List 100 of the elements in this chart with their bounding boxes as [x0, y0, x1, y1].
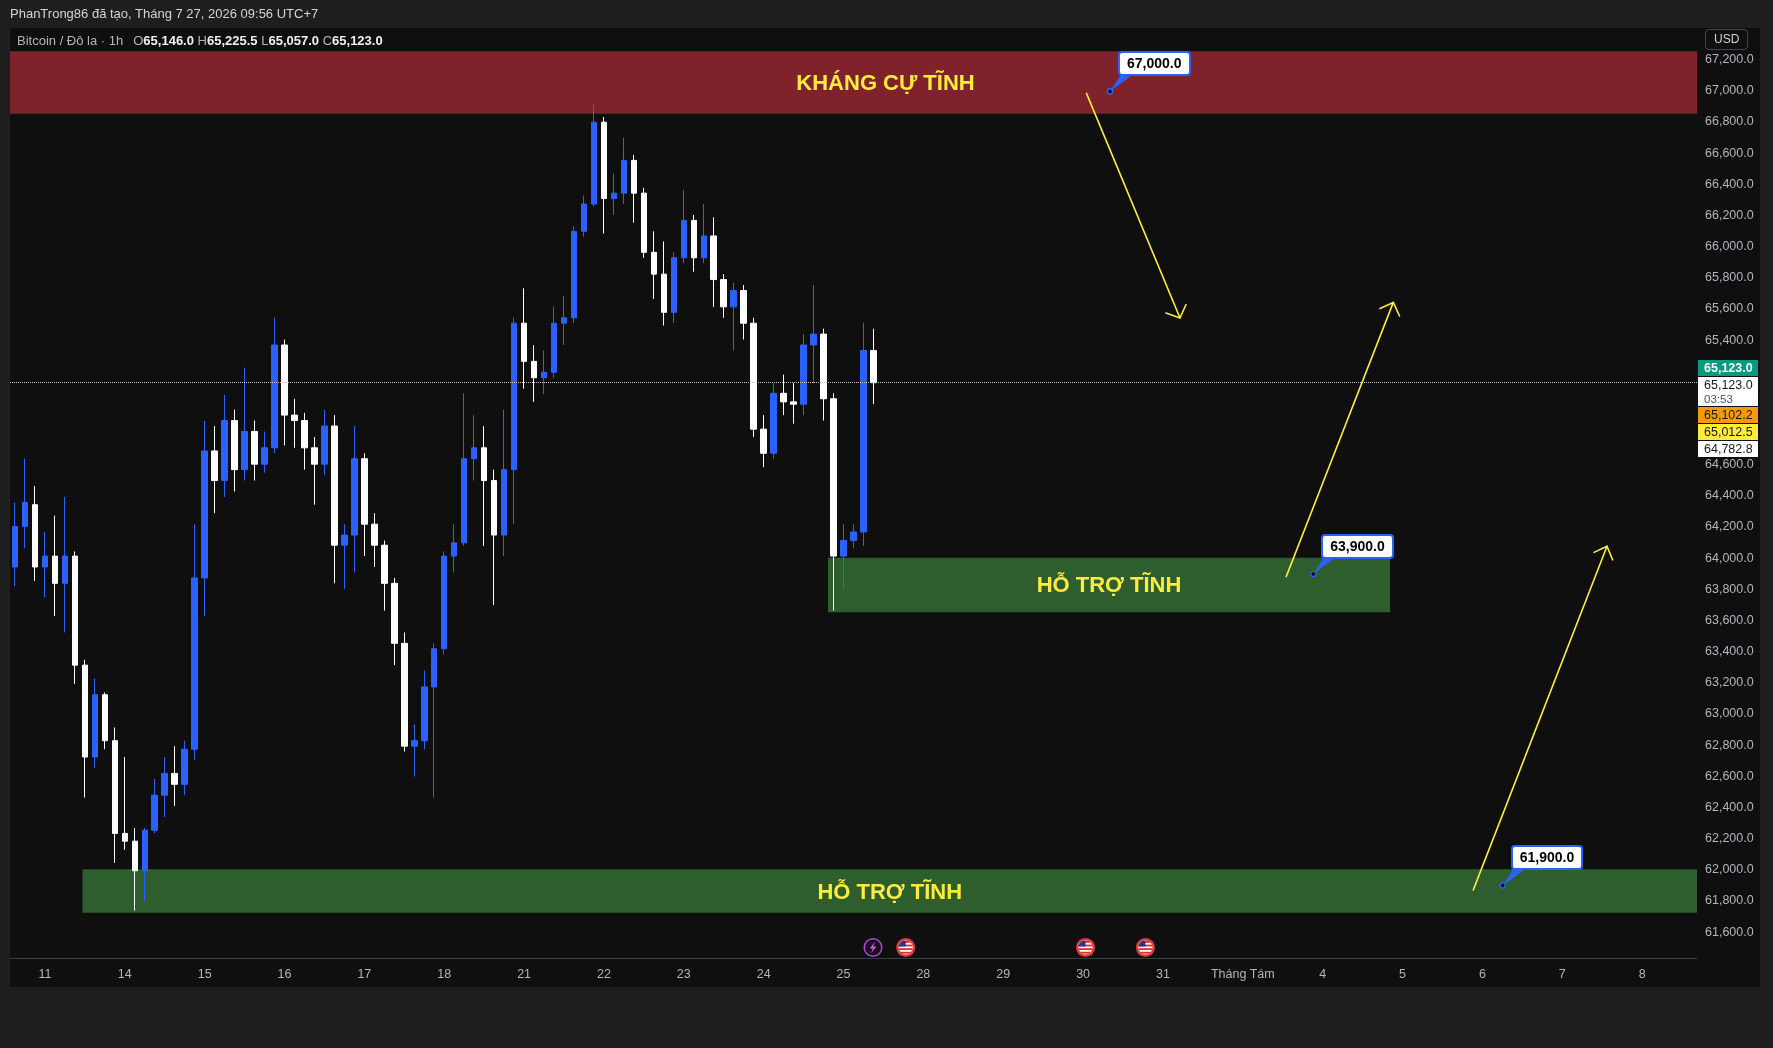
candlestick — [411, 723, 418, 778]
x-tick-label: 7 — [1558, 966, 1566, 981]
x-tick-label: 22 — [596, 966, 611, 981]
candlestick — [12, 501, 18, 587]
y-tick-label: 64,200.0 — [1705, 519, 1754, 534]
candlestick — [531, 344, 537, 403]
text: 64,782.8 — [1704, 441, 1753, 456]
y-tick-label: 66,400.0 — [1705, 176, 1754, 191]
candlestick — [691, 214, 697, 273]
chart-subtitle: O65,146.0 H65,225.5 L65,057.0 C65,123.0 — [133, 33, 383, 48]
band-label: KHÁNG CỰ TĨNH — [796, 70, 975, 96]
y-tick-label: 63,400.0 — [1705, 644, 1754, 659]
candlestick — [621, 137, 627, 205]
candlestick — [800, 333, 807, 416]
candlestick — [611, 173, 617, 216]
candlestick — [441, 550, 447, 655]
candlestick — [311, 436, 318, 506]
candlestick — [641, 187, 647, 259]
y-tick-label: 66,800.0 — [1705, 114, 1754, 129]
y-tick-label: 62,400.0 — [1705, 799, 1754, 814]
x-tick-label: 29 — [996, 966, 1011, 981]
candlestick — [211, 425, 218, 514]
candlestick — [681, 189, 687, 264]
y-tick-label: 65,400.0 — [1705, 332, 1754, 347]
x-tick-label: 23 — [676, 966, 691, 981]
candlestick — [191, 523, 198, 761]
y-tick-label: 65,600.0 — [1705, 301, 1754, 316]
candlestick — [820, 328, 827, 422]
candlestick — [42, 531, 48, 598]
y-tick-label: 62,800.0 — [1705, 737, 1754, 752]
candlestick — [661, 240, 667, 327]
candlestick — [161, 756, 168, 818]
candlestick — [251, 420, 258, 482]
text: 65,102.2 — [1704, 407, 1753, 422]
x-tick-label: 31 — [1156, 966, 1170, 981]
candlestick — [571, 225, 577, 324]
candlestick — [391, 577, 398, 666]
candlestick — [122, 756, 128, 851]
annotation: 63,900.0 — [1321, 534, 1394, 559]
y-tick-label: 64,000.0 — [1705, 550, 1754, 565]
candlestick — [72, 550, 78, 685]
candlestick — [261, 430, 268, 474]
candlestick — [341, 523, 348, 590]
x-tick-label: 24 — [756, 966, 771, 981]
annotation: 61,900.0 — [1510, 845, 1584, 871]
candlestick — [710, 216, 717, 308]
candlestick — [201, 420, 208, 617]
candlestick — [860, 322, 867, 547]
x-tick-label: 25 — [836, 966, 851, 981]
text: 03:53 — [1704, 392, 1734, 406]
candlestick — [521, 287, 527, 390]
annotation: 67,000.0 — [1118, 51, 1191, 77]
candlestick — [631, 154, 637, 224]
candlestick — [740, 284, 747, 341]
candlestick — [221, 394, 228, 498]
candlestick — [830, 392, 837, 612]
text: PhanTrong86 đã tạo, Tháng 7 27, 2026 09:56 UTC+7 — [10, 6, 319, 21]
band-label: HỖ TRỢ TĨNH — [817, 877, 963, 904]
candlestick — [511, 317, 517, 525]
candlestick — [551, 306, 557, 379]
candlestick — [102, 691, 108, 750]
band-label: HỖ TRỢ TĨNH — [1036, 571, 1182, 598]
candlestick — [281, 339, 288, 446]
candlestick — [750, 317, 757, 438]
y-tick-label: 63,200.0 — [1705, 675, 1754, 690]
candlestick — [401, 631, 408, 753]
x-tick-label: 4 — [1319, 966, 1327, 981]
x-tick-label: 6 — [1478, 966, 1486, 981]
x-tick-label: 17 — [357, 966, 372, 981]
candlestick — [231, 409, 238, 492]
candlestick — [301, 412, 308, 471]
candlestick — [501, 409, 507, 557]
candlestick — [351, 425, 358, 573]
x-tick-label: 11 — [38, 966, 52, 981]
chart-title: Bitcoin / Đô la · 1h — [17, 33, 124, 48]
candlestick — [321, 409, 328, 476]
candlestick — [561, 295, 567, 346]
candlestick — [291, 398, 298, 449]
candlestick — [471, 414, 477, 482]
y-tick-label: 66,000.0 — [1705, 239, 1754, 254]
x-tick-label: 28 — [916, 966, 931, 981]
y-tick-label: 64,600.0 — [1705, 457, 1754, 472]
candlestick — [770, 382, 777, 460]
x-tick-label: 21 — [517, 966, 532, 981]
x-tick-label: Tháng Tám — [1210, 966, 1275, 981]
candlestick — [381, 540, 388, 612]
y-tick-label: 67,200.0 — [1705, 52, 1754, 67]
text: 65,012.5 — [1704, 424, 1753, 439]
candlestick — [591, 103, 597, 207]
candlestick — [331, 414, 338, 584]
candlestick — [870, 328, 877, 405]
candlestick — [271, 317, 278, 454]
candlestick — [371, 512, 378, 568]
x-tick-label: 14 — [117, 966, 132, 981]
y-tick-label: 62,600.0 — [1705, 768, 1754, 783]
y-tick-label: 62,200.0 — [1705, 831, 1754, 846]
y-tick-label: 63,000.0 — [1705, 706, 1754, 721]
candlestick — [241, 367, 248, 482]
candlestick — [760, 414, 767, 468]
candlestick — [171, 745, 178, 807]
